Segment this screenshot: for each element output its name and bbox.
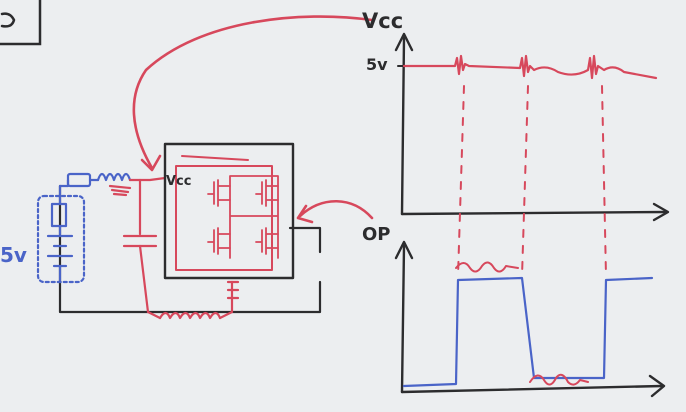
red-network bbox=[108, 176, 240, 320]
corner-box-fragment bbox=[0, 0, 42, 46]
input-branch bbox=[58, 172, 132, 188]
chip-vcc-label: Vcc bbox=[166, 174, 191, 189]
vcc-graph bbox=[394, 32, 670, 222]
vcc-y-axis bbox=[400, 36, 406, 216]
vcc-axis-label: Vcc bbox=[362, 9, 403, 33]
circuit bbox=[36, 15, 374, 320]
battery-voltage-label: 5v bbox=[0, 243, 27, 267]
vcc-x-axis bbox=[400, 210, 668, 216]
battery-and-resistor bbox=[36, 184, 86, 284]
ground-coil bbox=[158, 311, 222, 320]
transistor-grid bbox=[207, 175, 279, 259]
inductor-coil bbox=[96, 172, 132, 182]
chip-internal bbox=[175, 155, 279, 271]
timing-guides bbox=[457, 85, 607, 277]
inner-frame bbox=[175, 165, 273, 271]
op-graph bbox=[394, 240, 666, 398]
vcc-arrow bbox=[132, 15, 374, 170]
vcc-trace bbox=[402, 54, 658, 80]
circuit-wires-black bbox=[58, 184, 322, 314]
arrows bbox=[132, 15, 374, 224]
vcc-level-label: 5v bbox=[366, 55, 388, 74]
op-low-ripple bbox=[529, 373, 589, 386]
op-arrow bbox=[298, 199, 374, 220]
op-y-axis bbox=[400, 244, 406, 394]
op-axis-label: OP bbox=[362, 224, 391, 245]
chip-outline bbox=[163, 142, 295, 280]
ground-scribble bbox=[108, 184, 132, 197]
op-pulse bbox=[402, 276, 654, 388]
op-x-axis bbox=[400, 384, 664, 394]
op-high-ripple bbox=[455, 261, 519, 273]
input-resistor bbox=[66, 172, 92, 188]
